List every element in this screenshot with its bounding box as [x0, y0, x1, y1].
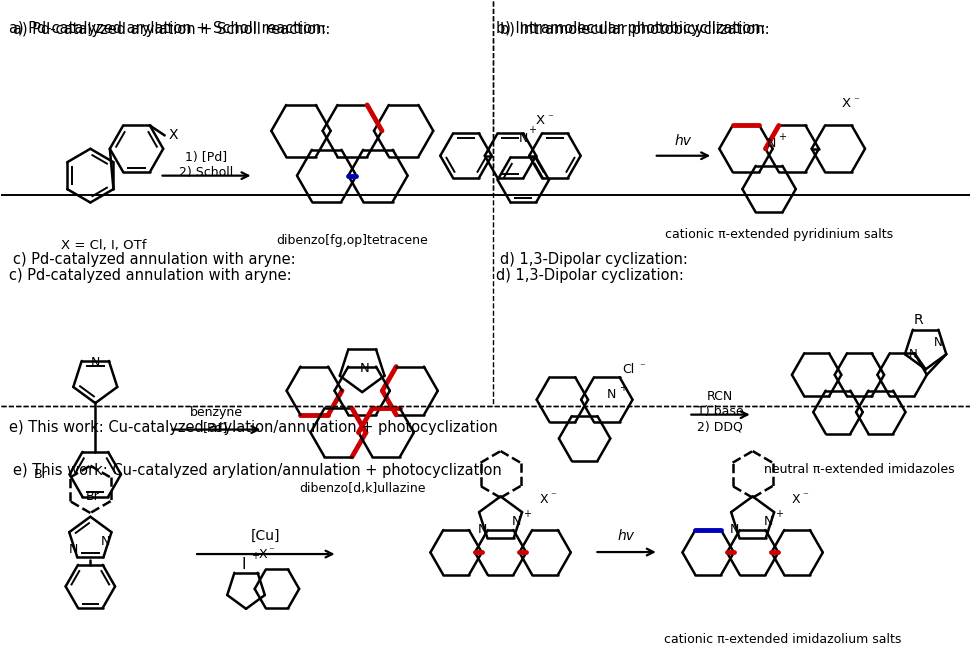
Text: ⁻: ⁻: [640, 362, 646, 372]
Text: d) 1,3-Dipolar cyclization:: d) 1,3-Dipolar cyclization:: [496, 268, 683, 283]
Text: N: N: [763, 515, 773, 528]
Text: b) Intramolecular photobicyclization:: b) Intramolecular photobicyclization:: [496, 21, 765, 36]
Text: 2) DDQ: 2) DDQ: [697, 420, 743, 433]
Text: 1) base: 1) base: [697, 405, 743, 418]
Text: N: N: [518, 132, 528, 145]
Text: [Cu]: [Cu]: [251, 529, 280, 543]
Text: benzyne: benzyne: [189, 406, 242, 419]
Text: N: N: [766, 138, 776, 150]
Text: I: I: [241, 557, 246, 572]
Text: N: N: [90, 357, 100, 370]
Text: ⁻: ⁻: [547, 113, 553, 123]
Text: X: X: [540, 493, 549, 506]
Text: Br: Br: [34, 468, 48, 481]
Text: X: X: [535, 114, 545, 128]
Text: X: X: [792, 493, 801, 506]
Text: N: N: [360, 362, 369, 375]
Text: X: X: [842, 97, 851, 111]
Text: N: N: [908, 348, 917, 361]
Text: Cl: Cl: [622, 363, 635, 376]
Text: X: X: [259, 547, 268, 561]
Text: d) 1,3-Dipolar cyclization:: d) 1,3-Dipolar cyclization:: [500, 251, 688, 266]
Text: N: N: [730, 523, 739, 536]
Text: Br: Br: [85, 490, 99, 503]
Text: X: X: [169, 128, 178, 142]
Text: ⁻: ⁻: [802, 492, 808, 501]
Text: a) Pd-catalyzed arylation + Scholl reaction:: a) Pd-catalyzed arylation + Scholl react…: [9, 21, 326, 36]
Text: +: +: [252, 551, 260, 561]
Text: 1) [Pd]: 1) [Pd]: [185, 151, 227, 164]
Text: ⁻: ⁻: [269, 546, 274, 556]
Text: +: +: [778, 132, 786, 142]
Text: cationic π-extended imidazolium salts: cationic π-extended imidazolium salts: [663, 633, 901, 646]
Text: N: N: [934, 336, 943, 349]
Text: a) Pd-catalyzed arylation + Scholl reaction:: a) Pd-catalyzed arylation + Scholl react…: [13, 22, 330, 38]
Text: e) This work: Cu-catalyzed arylation/annulation + photocyclization: e) This work: Cu-catalyzed arylation/ann…: [13, 463, 502, 478]
Text: [Pd]: [Pd]: [203, 421, 228, 434]
Text: cationic π-extended pyridinium salts: cationic π-extended pyridinium salts: [664, 228, 893, 241]
Text: RCN: RCN: [707, 390, 733, 403]
Text: 2) Scholl: 2) Scholl: [179, 166, 233, 179]
Text: +: +: [618, 383, 626, 393]
Text: +: +: [528, 125, 536, 136]
Text: hv: hv: [675, 134, 692, 148]
Text: N: N: [478, 523, 487, 536]
Text: e) This work: Cu-catalyzed arylation/annulation + photocyclization: e) This work: Cu-catalyzed arylation/ann…: [9, 420, 498, 435]
Text: ⁻: ⁻: [854, 96, 859, 106]
Text: R: R: [913, 313, 923, 327]
Text: +: +: [775, 509, 783, 519]
Text: N: N: [512, 515, 520, 528]
Text: b) Intramolecular photobicyclization:: b) Intramolecular photobicyclization:: [500, 22, 770, 38]
Text: c) Pd-catalyzed annulation with aryne:: c) Pd-catalyzed annulation with aryne:: [9, 268, 292, 283]
Text: ⁻: ⁻: [550, 492, 556, 501]
Text: N: N: [607, 388, 616, 401]
Text: dibenzo[d,k]ullazine: dibenzo[d,k]ullazine: [299, 482, 425, 495]
Text: N: N: [69, 543, 77, 555]
Text: X = Cl, I, OTf: X = Cl, I, OTf: [61, 239, 146, 252]
Text: dibenzo[fg,op]tetracene: dibenzo[fg,op]tetracene: [276, 234, 428, 247]
Text: N: N: [101, 535, 110, 548]
Text: c) Pd-catalyzed annulation with aryne:: c) Pd-catalyzed annulation with aryne:: [13, 251, 296, 266]
Text: neutral π-extended imidazoles: neutral π-extended imidazoles: [764, 463, 955, 476]
Text: +: +: [523, 509, 531, 519]
Text: hv: hv: [617, 529, 635, 543]
